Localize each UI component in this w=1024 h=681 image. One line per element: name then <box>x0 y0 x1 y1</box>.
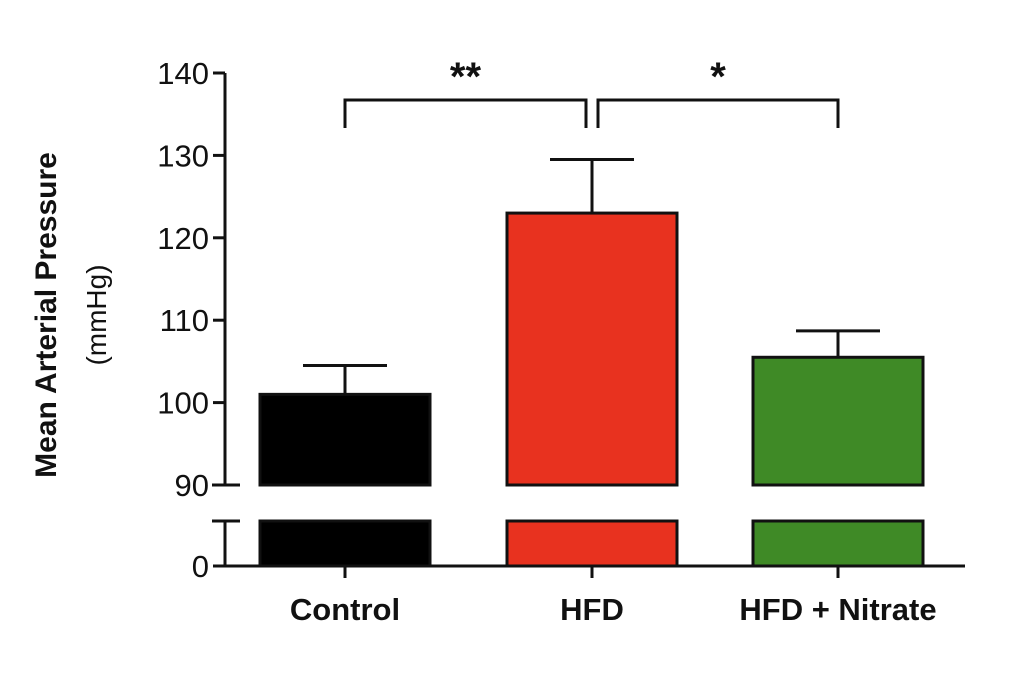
y-ticks-group: 90 100 110 120 130 140 0 <box>157 56 225 584</box>
y-tick-label-0: 0 <box>192 549 209 584</box>
x-tick-label-hfd: HFD <box>560 592 624 627</box>
significance-group: ** * <box>343 55 840 128</box>
y-tick-label-120: 120 <box>157 221 209 256</box>
bar-hfd-nitrate-lower <box>751 519 925 568</box>
bars-group <box>258 211 925 568</box>
bar-hfd-lower <box>505 519 679 568</box>
significance-label-2: * <box>710 55 726 99</box>
y-tick-label-100: 100 <box>157 386 209 421</box>
y-tick-label-130: 130 <box>157 138 209 173</box>
x-ticks-group: Control HFD HFD + Nitrate <box>290 566 937 627</box>
y-axis-label: Mean Arterial Pressure <box>30 152 63 478</box>
y-tick-label-110: 110 <box>160 303 209 338</box>
bar-hfd <box>505 211 679 487</box>
bar-control <box>258 392 432 487</box>
y-tick-label-90: 90 <box>175 468 209 503</box>
significance-label-1: ** <box>450 55 482 99</box>
y-tick-label-140: 140 <box>157 56 209 91</box>
error-bars-group <box>303 158 880 395</box>
significance-bracket-1 <box>343 98 588 128</box>
bar-control-lower <box>258 519 432 568</box>
bar-hfd-nitrate <box>751 355 925 487</box>
axes-group <box>212 73 965 568</box>
y-axis-unit: (mmHg) <box>81 264 112 365</box>
x-tick-label-control: Control <box>290 592 400 627</box>
x-tick-label-hfd-nitrate: HFD + Nitrate <box>739 592 936 627</box>
significance-bracket-2 <box>596 98 840 128</box>
